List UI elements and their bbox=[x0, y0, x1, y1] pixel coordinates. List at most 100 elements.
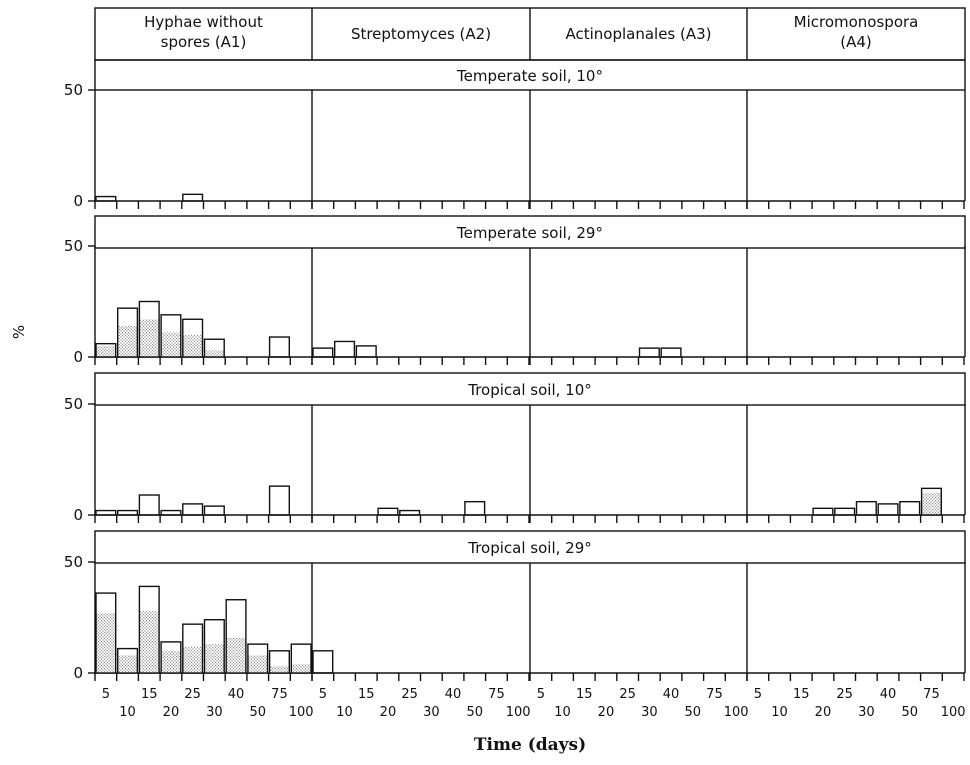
panel-frames bbox=[88, 7, 966, 681]
bar-a2-20 bbox=[377, 507, 399, 516]
bar-stippled-a1-5 bbox=[96, 345, 116, 357]
bar-a1-50 bbox=[247, 643, 269, 674]
x-tick-label: 40 bbox=[445, 687, 462, 702]
x-tick-label: 15 bbox=[141, 687, 158, 702]
y-tick-label: 50 bbox=[64, 237, 83, 255]
bars-layer bbox=[95, 193, 942, 674]
x-tick-label: 40 bbox=[663, 687, 680, 702]
x-tick-label: 50 bbox=[249, 705, 266, 720]
x-tick-label: 10 bbox=[771, 705, 788, 720]
bar-stippled-a1-30 bbox=[204, 644, 225, 673]
bar-a1-25 bbox=[182, 318, 204, 358]
bar-a3-30 bbox=[638, 347, 660, 358]
text-layer: Hyphae without spores (A1) Streptomyces (A… bbox=[10, 13, 966, 755]
panel-title: Tropical soil, 10° bbox=[467, 381, 592, 399]
x-tick-label: 50 bbox=[901, 705, 918, 720]
bar-stippled-a1-10 bbox=[117, 655, 138, 673]
x-tick-label: 100 bbox=[506, 705, 531, 720]
x-tick-label: 75 bbox=[923, 687, 940, 702]
x-tick-label: 5 bbox=[537, 687, 545, 702]
x-tick-label: 40 bbox=[228, 687, 245, 702]
y-tick-label: 50 bbox=[64, 395, 83, 413]
bar-a1-20 bbox=[160, 314, 182, 358]
x-tick-label: 40 bbox=[880, 687, 897, 702]
x-tick-label: 25 bbox=[401, 687, 418, 702]
x-tick-label: 10 bbox=[554, 705, 571, 720]
bar-a2-5 bbox=[312, 347, 334, 358]
bar-a1-5 bbox=[95, 509, 117, 516]
bar-a1-15 bbox=[138, 585, 160, 674]
bar-a1-75 bbox=[268, 485, 291, 516]
panel-title: Temperate soil, 10° bbox=[456, 67, 603, 85]
bar-a1-5 bbox=[95, 195, 117, 202]
x-tick-label: 15 bbox=[793, 687, 810, 702]
x-axis-label: Time (days) bbox=[474, 735, 586, 755]
x-tick-label: 50 bbox=[466, 705, 483, 720]
x-tick-label: 75 bbox=[706, 687, 723, 702]
y-tick-label: 0 bbox=[73, 664, 83, 682]
bar-a3-40 bbox=[660, 347, 682, 358]
bar-a1-30 bbox=[203, 619, 225, 674]
bar-stippled-a1-20 bbox=[161, 332, 181, 357]
panel-title: Tropical soil, 29° bbox=[467, 539, 592, 557]
x-tick-label: 5 bbox=[319, 687, 327, 702]
bar-a1-20 bbox=[160, 641, 182, 674]
bar-a1-15 bbox=[138, 494, 160, 516]
x-tick-label: 30 bbox=[423, 705, 440, 720]
x-tick-label: 5 bbox=[754, 687, 762, 702]
bar-stippled-a1-15 bbox=[139, 319, 160, 357]
bar-stippled-a1-100 bbox=[291, 664, 311, 673]
bar-a1-75 bbox=[268, 336, 291, 358]
bar-a4-25 bbox=[834, 507, 856, 516]
x-tick-label: 75 bbox=[271, 687, 288, 702]
bar-stippled-a1-25 bbox=[182, 646, 203, 673]
column-header-a2: Streptomyces (A2) bbox=[351, 25, 491, 43]
bar-a1-5 bbox=[95, 342, 117, 358]
bar-a1-15 bbox=[138, 300, 160, 358]
x-tick-label: 15 bbox=[576, 687, 593, 702]
bar-a4-40 bbox=[877, 503, 899, 516]
bar-stippled-a1-40 bbox=[226, 637, 246, 673]
y-tick-label: 0 bbox=[73, 192, 83, 210]
y-tick-label: 0 bbox=[73, 506, 83, 524]
bar-a1-20 bbox=[160, 509, 182, 516]
x-tick-label: 25 bbox=[619, 687, 636, 702]
bar-a4-75 bbox=[920, 487, 942, 516]
bar-a1-10 bbox=[116, 509, 139, 516]
bar-a1-25 bbox=[182, 623, 204, 674]
x-tick-label: 100 bbox=[941, 705, 966, 720]
y-tick-label: 50 bbox=[64, 81, 83, 99]
bar-a1-10 bbox=[116, 307, 139, 358]
bar-stippled-a1-25 bbox=[182, 334, 203, 357]
y-axis-label: % bbox=[10, 325, 28, 339]
x-tick-label: 100 bbox=[724, 705, 749, 720]
x-tick-label: 20 bbox=[815, 705, 832, 720]
bar-a2-10 bbox=[334, 340, 356, 358]
bar-a1-5 bbox=[95, 592, 117, 674]
column-header-a4-line1: Micromonospora bbox=[794, 13, 919, 31]
bar-stippled-a4-75 bbox=[921, 492, 942, 515]
bar-a1-30 bbox=[203, 338, 225, 358]
bar-a2-15 bbox=[355, 345, 377, 358]
bar-a1-30 bbox=[203, 505, 225, 516]
x-tick-label: 20 bbox=[598, 705, 615, 720]
x-tick-label: 25 bbox=[184, 687, 201, 702]
bar-a2-5 bbox=[312, 650, 334, 674]
bar-stippled-a1-30 bbox=[204, 350, 225, 357]
column-header-a1-line2: spores (A1) bbox=[161, 33, 247, 51]
x-tick-label: 20 bbox=[163, 705, 180, 720]
x-tick-label: 10 bbox=[119, 705, 136, 720]
x-tick-label: 75 bbox=[488, 687, 505, 702]
bar-stippled-a1-15 bbox=[139, 610, 160, 673]
panel-title: Temperate soil, 29° bbox=[456, 224, 603, 242]
bar-stippled-a1-5 bbox=[96, 613, 116, 673]
x-tick-label: 15 bbox=[358, 687, 375, 702]
bar-stippled-a1-10 bbox=[117, 325, 138, 357]
x-tick-label: 30 bbox=[206, 705, 223, 720]
x-tick-label: 20 bbox=[380, 705, 397, 720]
column-header-a3: Actinoplanales (A3) bbox=[565, 25, 711, 43]
x-tick-label: 5 bbox=[102, 687, 110, 702]
bar-a2-50 bbox=[464, 500, 486, 516]
x-tick-label: 10 bbox=[336, 705, 353, 720]
